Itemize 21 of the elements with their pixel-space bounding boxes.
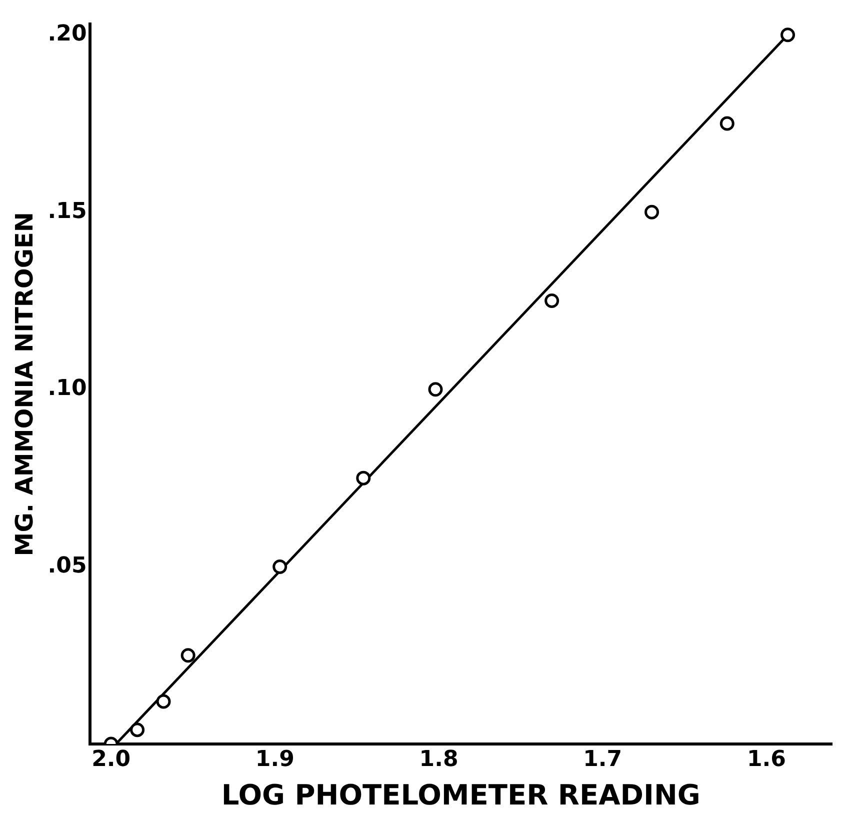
point — [356, 470, 371, 486]
x-tick-label: 1.7 — [583, 746, 622, 772]
point — [644, 204, 660, 220]
point — [272, 559, 288, 574]
y-tick-label: .15 — [48, 198, 87, 224]
point — [780, 28, 796, 42]
point — [130, 722, 145, 738]
x-tick-label: 2.0 — [92, 746, 131, 772]
y-tick-label: .20 — [48, 22, 87, 47]
point — [428, 382, 443, 397]
y-tick-label: .10 — [48, 376, 87, 402]
x-tick-label: 1.6 — [746, 746, 786, 772]
y-tick-label: .05 — [48, 553, 87, 578]
point — [544, 294, 560, 308]
point — [180, 648, 196, 663]
x-tick-label: 1.9 — [255, 746, 294, 772]
y-axis-title: MG. AMMONIA NITROGEN — [10, 212, 39, 556]
point — [720, 116, 734, 131]
x-axis-title: LOG PHOTELOMETER READING — [221, 778, 700, 812]
point — [156, 694, 171, 709]
x-tick-label: 1.8 — [419, 746, 458, 772]
